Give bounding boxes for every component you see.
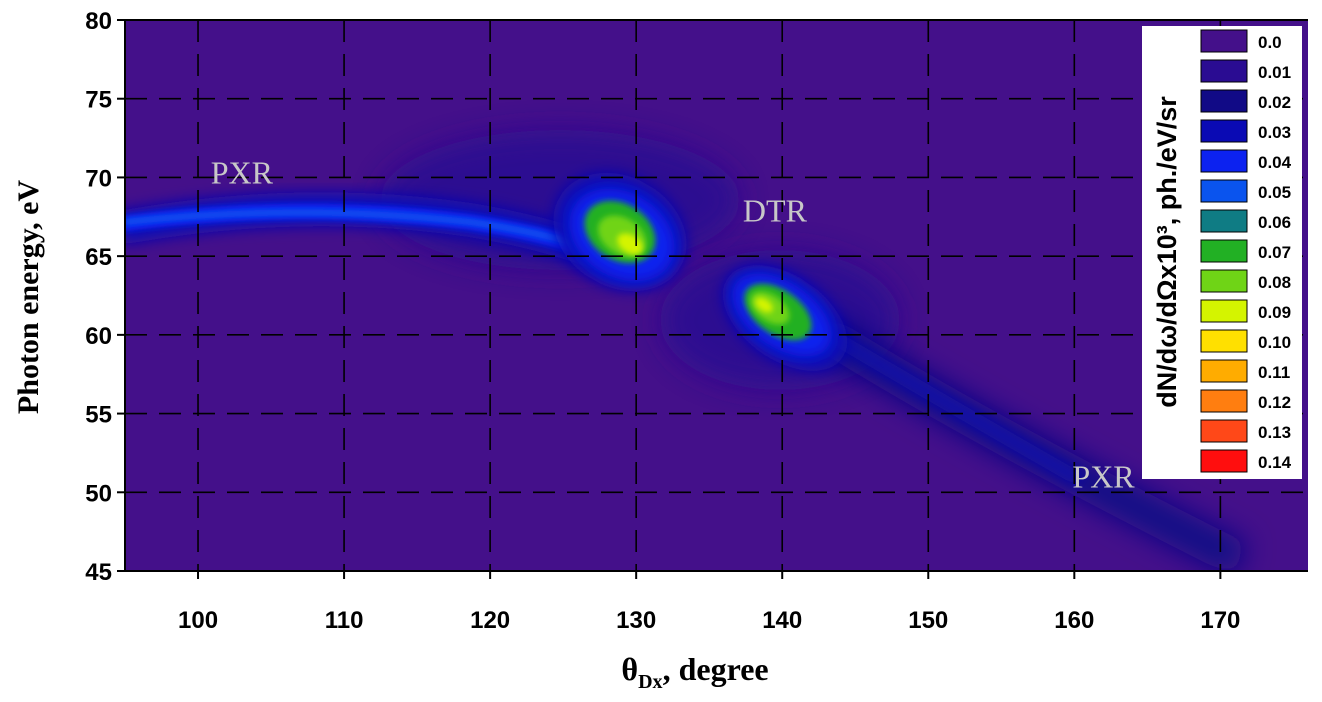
y-tick-label: 65	[85, 244, 112, 271]
x-tick-label: 100	[178, 607, 218, 634]
colorbar-legend: 0.0 0.01 0.02 0.03 0.04 0.05 0.06 0.07 0.08 0.09 0…	[1142, 26, 1302, 479]
colorbar-label: 0.04	[1258, 153, 1292, 172]
x-tick-label: 170	[1200, 607, 1240, 634]
colorbar-swatch	[1200, 239, 1248, 263]
colorbar-swatch	[1200, 209, 1248, 233]
annotations: PXR DTR PXR	[211, 155, 1136, 495]
colorbar-title: dN/dω/dΩx10³, ph./eV/sr	[1152, 96, 1182, 408]
colorbar-label: 0.09	[1258, 303, 1291, 322]
colorbar-swatch	[1200, 359, 1248, 383]
colorbar-label: 0.10	[1258, 333, 1291, 352]
colorbar-label: 0.06	[1258, 213, 1291, 232]
annotation-label: PXR	[211, 155, 274, 191]
colorbar-swatch	[1200, 329, 1248, 353]
axes	[117, 19, 1308, 579]
y-tick-label: 80	[85, 8, 112, 35]
x-tick-label: 160	[1054, 607, 1094, 634]
colorbar-swatch	[1200, 89, 1248, 113]
colorbar-label: 0.14	[1258, 453, 1292, 472]
x-tick-label: 150	[908, 607, 948, 634]
colorbar-label: 0.13	[1258, 423, 1291, 442]
x-tick-label: 110	[325, 607, 364, 634]
colorbar-swatch	[1200, 119, 1248, 143]
tick-labels: 100 110 120 130 140 150 160 170 45 50 55 60 65 70 75 80	[85, 8, 1240, 634]
colorbar-swatch	[1200, 389, 1248, 413]
x-tick-label: 120	[470, 607, 510, 634]
colorbar-swatch	[1200, 149, 1248, 173]
y-tick-label: 60	[85, 323, 112, 350]
colorbar-label: 0.11	[1258, 363, 1290, 382]
colorbar-swatch	[1200, 269, 1248, 293]
colorbar-label: 0.07	[1258, 243, 1291, 262]
colorbar-label: 0.08	[1258, 273, 1291, 292]
colorbar-swatch	[1200, 299, 1248, 323]
x-axis-label: θDx, degree	[621, 651, 768, 693]
y-tick-label: 75	[85, 87, 112, 114]
colorbar-label: 0.02	[1258, 93, 1291, 112]
annotation-label: PXR	[1072, 459, 1135, 495]
annotation-label: DTR	[743, 193, 808, 229]
colorbar-swatch	[1200, 449, 1248, 473]
colorbar-label: 0.05	[1258, 183, 1291, 202]
y-tick-label: 45	[85, 559, 112, 586]
y-tick-label: 55	[85, 402, 112, 429]
colorbar-label: 0.03	[1258, 123, 1291, 142]
x-tick-label: 130	[616, 607, 656, 634]
colorbar-label: 0.12	[1258, 393, 1291, 412]
y-axis-label: Photon energy, eV	[12, 180, 45, 414]
x-tick-label: 140	[762, 607, 802, 634]
colorbar-swatch	[1200, 29, 1248, 53]
y-tick-label: 70	[85, 165, 112, 192]
colorbar-swatch	[1200, 179, 1248, 203]
colorbar-swatch	[1200, 59, 1248, 83]
colorbar-label: 0.01	[1258, 63, 1291, 82]
y-tick-label: 50	[85, 480, 112, 507]
heatmap-field	[125, 130, 1249, 571]
colorbar-swatch	[1200, 419, 1248, 443]
colorbar-label: 0.0	[1258, 33, 1282, 52]
